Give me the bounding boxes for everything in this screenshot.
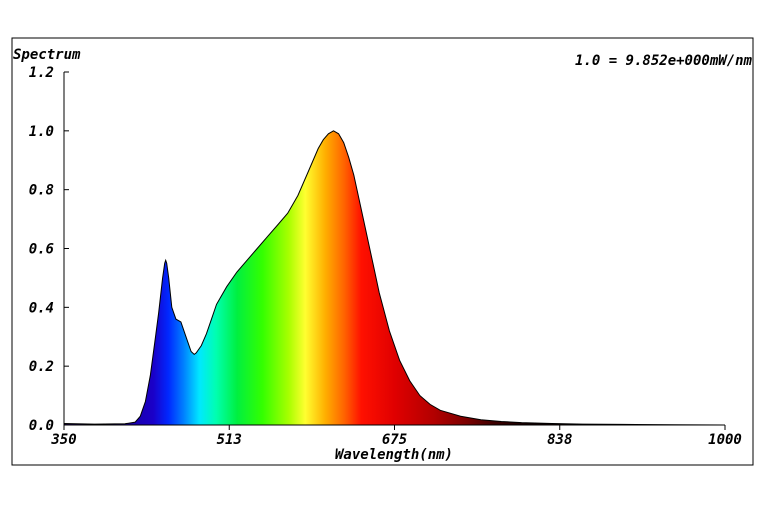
y-axis-ticks: 0.0 0.2 0.4 0.6 0.8 1.0 1.2 <box>29 65 69 434</box>
x-axis-ticks: 350 513 675 838 1000 <box>50 425 742 448</box>
x-tick-label: 838 <box>547 432 572 448</box>
plot-frame <box>11 37 754 466</box>
y-tick-label: 1.2 <box>29 65 54 81</box>
y-tick-label: 0.8 <box>29 183 54 199</box>
y-tick-label: 0.6 <box>29 242 54 258</box>
x-tick-label: 675 <box>382 432 407 448</box>
scale-note: 1.0 = 9.852e+000mW/nm <box>575 53 753 69</box>
x-tick-label: 1000 <box>708 432 742 448</box>
x-tick-label: 350 <box>50 432 76 448</box>
y-tick-label: 0.2 <box>29 359 54 375</box>
chart-title: Spectrum <box>13 47 81 63</box>
y-tick-label: 1.0 <box>29 124 54 140</box>
spectrum-area <box>63 130 726 426</box>
y-tick-label: 0.4 <box>29 300 54 316</box>
y-tick-label: 0.0 <box>29 418 54 434</box>
x-tick-label: 513 <box>217 432 242 448</box>
x-axis-label: Wavelength(nm) <box>335 447 453 463</box>
